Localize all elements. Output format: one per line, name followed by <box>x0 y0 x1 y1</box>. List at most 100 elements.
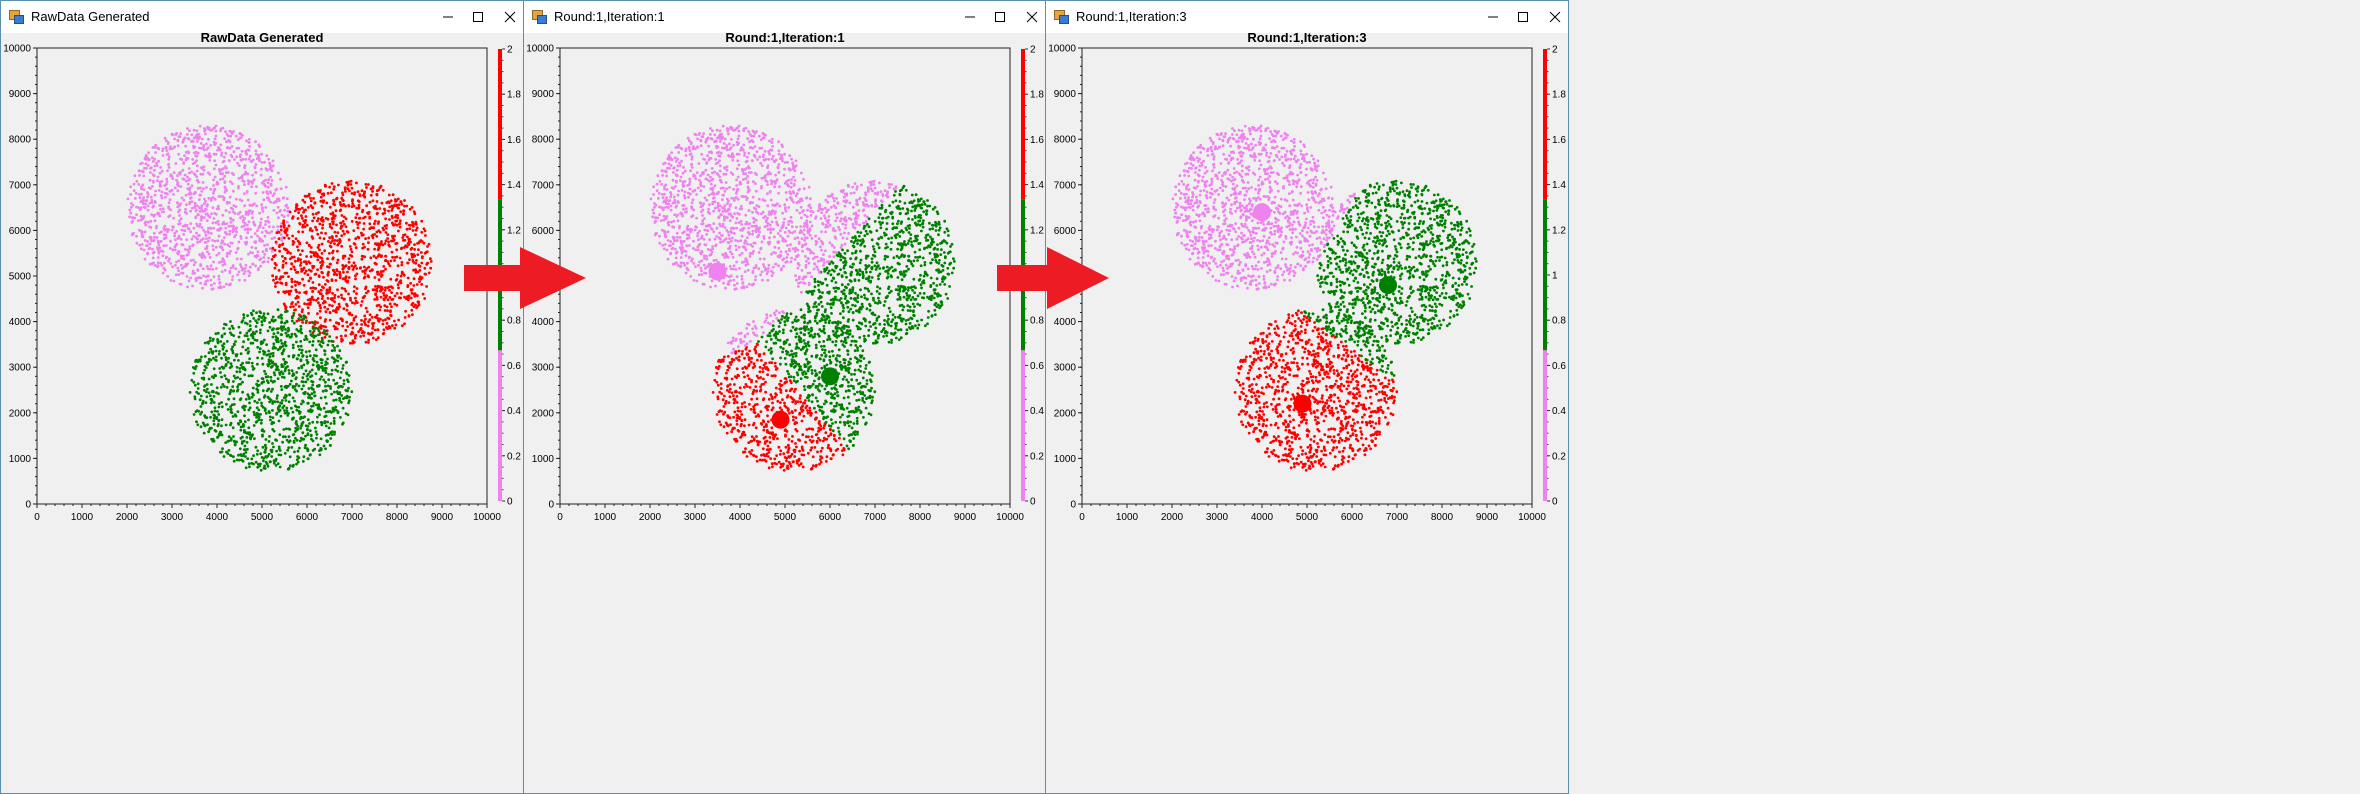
data-point <box>340 400 343 404</box>
data-point <box>773 212 777 215</box>
data-point <box>760 176 764 180</box>
data-point <box>275 367 279 371</box>
data-point <box>749 251 753 255</box>
title-bar[interactable]: RawData Generated <box>1 1 523 33</box>
data-point <box>765 224 769 228</box>
data-point <box>302 363 306 367</box>
data-point <box>714 284 717 288</box>
data-point <box>155 179 159 183</box>
data-point <box>280 282 284 285</box>
data-point <box>294 288 298 292</box>
data-point <box>231 415 235 418</box>
data-point <box>232 374 236 378</box>
data-point <box>766 183 769 187</box>
data-point <box>285 197 289 201</box>
data-point <box>241 133 244 137</box>
data-point <box>747 171 751 175</box>
data-point <box>291 301 294 304</box>
data-point <box>260 401 263 405</box>
data-point <box>282 215 286 219</box>
data-point <box>344 264 348 268</box>
y-tick-label: 1000 <box>9 454 32 465</box>
x-tick-label: 6000 <box>296 512 319 523</box>
data-point <box>758 146 762 150</box>
data-point <box>417 263 421 267</box>
data-point <box>300 351 303 355</box>
data-point <box>740 223 743 226</box>
data-point <box>371 190 374 193</box>
data-point <box>212 376 216 379</box>
data-point <box>284 399 288 402</box>
data-point <box>367 265 371 269</box>
data-point <box>256 391 260 394</box>
data-point <box>350 322 354 325</box>
data-point <box>251 365 254 368</box>
data-point <box>414 233 417 237</box>
data-point <box>737 245 741 249</box>
data-point <box>210 410 214 414</box>
data-point <box>228 271 232 275</box>
data-point <box>383 242 387 245</box>
data-point <box>208 427 212 431</box>
data-point <box>201 421 205 425</box>
data-point <box>216 410 219 413</box>
close-button[interactable] <box>1009 1 1055 33</box>
data-point <box>752 220 756 224</box>
minimize-button[interactable] <box>425 1 471 33</box>
title-bar[interactable]: Round:1,Iteration:1 <box>524 1 1045 33</box>
data-point <box>728 265 732 268</box>
data-point <box>297 295 300 299</box>
data-point <box>767 157 771 161</box>
data-point <box>197 132 200 136</box>
data-point <box>411 220 414 224</box>
data-point <box>257 418 261 421</box>
data-point <box>737 124 741 128</box>
data-point <box>238 398 242 402</box>
data-point <box>663 229 666 233</box>
data-point <box>222 455 226 458</box>
data-point <box>677 226 681 230</box>
data-point <box>276 365 279 369</box>
data-point <box>334 279 338 282</box>
data-point <box>204 212 208 216</box>
data-point <box>405 227 409 231</box>
data-point <box>189 192 192 196</box>
data-point <box>247 374 251 378</box>
data-point <box>264 448 267 452</box>
data-point <box>757 197 761 201</box>
data-point <box>226 251 230 255</box>
data-point <box>323 349 326 352</box>
data-point <box>666 239 670 242</box>
minimize-button[interactable] <box>947 1 993 33</box>
data-point <box>194 365 198 368</box>
data-point <box>293 259 297 263</box>
data-point <box>316 232 320 236</box>
data-point <box>738 253 742 257</box>
data-point <box>704 168 708 172</box>
data-point <box>798 197 802 201</box>
data-point <box>732 264 736 268</box>
data-point <box>267 225 271 229</box>
data-point <box>658 205 661 209</box>
data-point <box>235 389 239 393</box>
window-rawdata[interactable]: RawData Generated RawData Generated 0 1000… <box>0 0 524 794</box>
maximize-button[interactable] <box>455 1 501 33</box>
maximize-button[interactable] <box>977 1 1023 33</box>
close-button[interactable] <box>487 1 533 33</box>
data-point <box>717 236 721 240</box>
data-point <box>175 229 179 233</box>
data-point <box>715 172 719 176</box>
data-point <box>288 393 291 397</box>
window-title: RawData Generated <box>31 9 150 24</box>
data-point <box>241 459 245 463</box>
data-point <box>334 368 338 372</box>
data-point <box>226 408 230 411</box>
data-point <box>691 214 695 218</box>
data-point <box>146 240 150 243</box>
data-point <box>153 146 157 149</box>
window-iteration-1[interactable]: Round:1,Iteration:1 Round:1,Iteration:1 0… <box>523 0 1046 794</box>
data-point <box>262 352 266 356</box>
data-point <box>212 401 216 404</box>
data-point <box>188 177 192 181</box>
data-point <box>200 166 203 170</box>
